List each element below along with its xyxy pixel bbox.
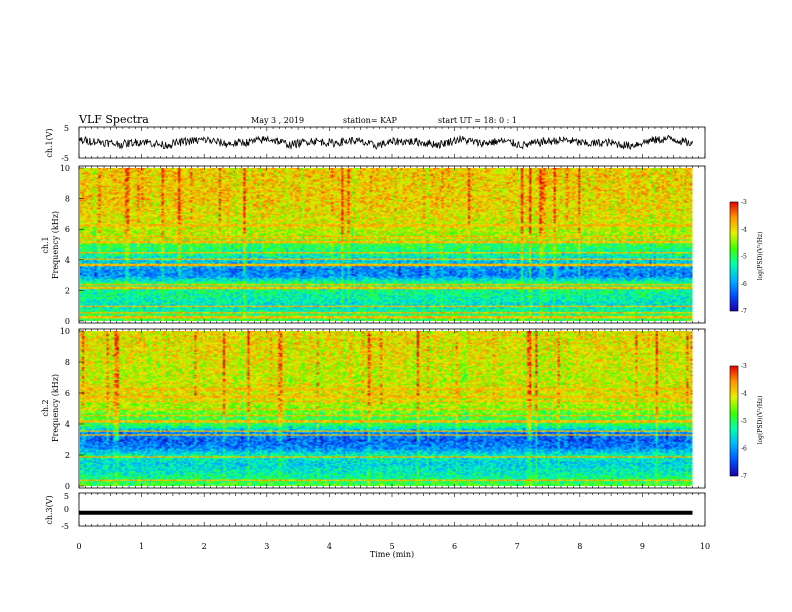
ch2-spectrogram-ytick-label: 4 xyxy=(65,420,70,429)
time-axis-ticks xyxy=(78,127,706,526)
ch2-spectrogram-ytick-label: 0 xyxy=(65,482,70,491)
ch2-colorbar-tick-label: -3 xyxy=(741,363,747,370)
ch2-spectrogram-ytick-label: 2 xyxy=(65,451,70,460)
ch2-colorbar-label: log(PSD)(V²/Hz) xyxy=(757,396,764,445)
ch1-ytick-top: 5 xyxy=(64,124,69,133)
ch3-waveform-frame xyxy=(78,492,706,527)
ch1-colorbar-tick-label: -6 xyxy=(741,281,747,288)
ch3-ytick-top: 5 xyxy=(64,492,69,501)
time-axis-tick-label: 3 xyxy=(264,542,269,551)
figure-title: VLF Spectra xyxy=(78,113,149,126)
time-axis-tick-label: 2 xyxy=(202,542,207,551)
ch2-colorbar-bar xyxy=(729,365,739,477)
ch2-colorbar: -3 -4 -5 -6 -7 log(PSD)(V²/Hz) xyxy=(729,363,764,480)
time-axis-tick-label: 7 xyxy=(515,542,520,551)
ch1-spectrogram-ytick-label: 6 xyxy=(65,225,70,234)
ch2-colorbar-tick-label: -5 xyxy=(741,418,747,425)
ch2-spectrogram-ylabel-channel: ch.2 xyxy=(41,399,50,416)
ch1-colorbar-tick-label: -5 xyxy=(741,254,747,261)
ch2-colorbar-tick-label: -4 xyxy=(741,391,747,398)
ch3-ytick-mid: 0 xyxy=(64,505,69,514)
time-axis-tick-label: 9 xyxy=(640,542,645,551)
ch2-spectrogram-ytick-label: 6 xyxy=(65,389,70,398)
ch1-waveform-panel: ch.1(V) 5 -5 xyxy=(45,124,706,163)
ch1-colorbar-bar xyxy=(729,201,739,312)
time-axis-tick-label: 5 xyxy=(389,542,394,551)
ch1-spectrogram-image xyxy=(80,168,693,321)
ch2-colorbar-tick-label: -7 xyxy=(741,473,747,480)
time-axis-tick-label: 10 xyxy=(700,542,710,551)
time-axis-label: Time (min) xyxy=(370,550,414,559)
ch1-spectrogram-ylabel-channel: ch.1 xyxy=(41,236,50,253)
ch1-colorbar-tick-label: -7 xyxy=(741,308,747,315)
ch1-colorbar-tick-label: -4 xyxy=(741,226,747,233)
ch2-spectrogram-ytick-label: 8 xyxy=(65,358,70,367)
ch1-colorbar: -3 -4 -5 -6 -7 log(PSD)(V²/Hz) xyxy=(729,199,764,315)
time-axis-tick-label: 6 xyxy=(452,542,457,551)
ch1-colorbar-ticks: -3 -4 -5 -6 -7 xyxy=(741,199,747,315)
ch3-waveform-ylabel: ch.3(V) xyxy=(45,495,54,524)
time-axis-tick-label: 0 xyxy=(76,542,81,551)
ch1-colorbar-label: log(PSD)(V²/Hz) xyxy=(757,232,764,281)
time-axis-tick-label: 8 xyxy=(577,542,582,551)
ch2-colorbar-tick-label: -6 xyxy=(741,446,747,453)
station-label: station= KAP xyxy=(343,116,398,125)
ch1-spectrogram-panel: ch.1 Frequency (kHz) 0 2 4 6 8 10 -3 -4 -5 -6 -7 … xyxy=(41,164,764,326)
ch3-waveform-panel: ch.3(V) 5 0 -5 xyxy=(45,492,706,531)
ch2-spectrogram-ytick-label: 10 xyxy=(60,327,70,336)
ch2-spectrogram-yticks: 0 2 4 6 8 10 xyxy=(60,327,84,491)
ch2-spectrogram-image xyxy=(80,331,693,486)
date-label: May 3 , 2019 xyxy=(251,116,304,125)
ch1-spectrogram-yticks: 0 2 4 6 8 10 xyxy=(60,164,84,326)
time-axis-tick-labels: 0 1 2 3 4 5 6 7 8 9 10 xyxy=(76,542,710,551)
time-axis-tick-label: 4 xyxy=(327,542,332,551)
ch1-waveform-line xyxy=(78,134,693,150)
ch1-spectrogram-ytick-label: 4 xyxy=(65,256,70,265)
ch2-colorbar-ticks: -3 -4 -5 -6 -7 xyxy=(741,363,747,480)
ch1-colorbar-tick-label: -3 xyxy=(741,199,747,206)
ch1-spectrogram-ytick-label: 0 xyxy=(65,317,70,326)
ch1-spectrogram-ylabel-unit: Frequency (kHz) xyxy=(51,211,60,279)
ch1-ytick-bottom: -5 xyxy=(61,154,69,163)
ch1-spectrogram-ytick-label: 8 xyxy=(65,195,70,204)
ch1-spectrogram-ytick-label: 2 xyxy=(65,286,70,295)
ch2-spectrogram-panel: ch.2 Frequency (kHz) 0 2 4 6 8 10 -3 -4 -5 -6 -7 … xyxy=(41,327,764,491)
ch1-waveform-ylabel: ch.1(V) xyxy=(45,128,54,157)
ch2-spectrogram-ylabel-unit: Frequency (kHz) xyxy=(51,374,60,442)
ch3-ytick-bottom: -5 xyxy=(61,522,69,531)
ch1-spectrogram-ytick-label: 10 xyxy=(60,164,70,173)
time-axis-tick-label: 1 xyxy=(139,542,144,551)
start-time-label: start UT = 18: 0 : 1 xyxy=(438,116,517,125)
